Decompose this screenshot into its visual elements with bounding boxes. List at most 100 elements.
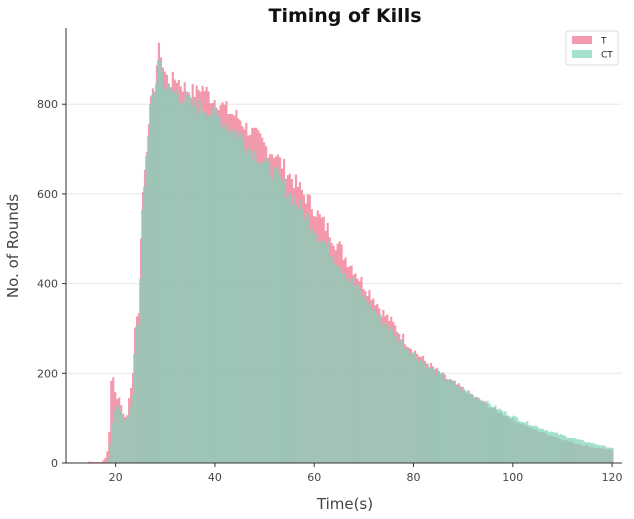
histogram-bar (526, 421, 529, 463)
histogram-bar (309, 230, 312, 463)
histogram-bar (117, 406, 120, 463)
histogram-bar (484, 404, 487, 463)
y-axis-label: No. of Rounds (4, 194, 22, 298)
histogram-bar (476, 398, 479, 463)
histogram-bar (119, 411, 122, 463)
histogram-bar (285, 197, 289, 464)
histogram-bar (194, 107, 197, 463)
histogram-bar (504, 411, 507, 463)
histogram-bar (432, 368, 436, 463)
histogram-bar (601, 445, 604, 463)
histogram-bar (303, 219, 306, 463)
histogram-bar (387, 329, 390, 463)
histogram-bar (416, 361, 420, 463)
histogram-bar (323, 242, 326, 463)
histogram-bar (599, 445, 602, 463)
histogram-bar (561, 435, 565, 463)
histogram-bar (577, 439, 581, 463)
histogram-bar (452, 381, 455, 463)
histogram-bar (355, 286, 358, 463)
histogram-bar (246, 153, 249, 463)
histogram-bar (557, 434, 561, 463)
histogram-bar (270, 175, 273, 463)
histogram-bar (90, 461, 93, 463)
histogram-bar (327, 240, 330, 463)
histogram-bar (170, 92, 173, 464)
histogram-bar (325, 244, 328, 463)
histogram-bar (420, 361, 424, 463)
histogram-bar (555, 432, 559, 463)
histogram-bar (575, 439, 579, 463)
x-tick-label: 80 (407, 471, 421, 484)
histogram-bar (244, 148, 247, 463)
histogram-bar (375, 313, 378, 463)
histogram-bar (220, 128, 223, 464)
histogram-bar (274, 167, 277, 463)
histogram-bar (224, 130, 227, 463)
histogram-bar (133, 353, 136, 463)
histogram-bar (522, 422, 525, 463)
histogram-bar (110, 380, 113, 463)
histogram-bar (311, 228, 314, 463)
histogram-bar (413, 352, 416, 463)
x-tick-label: 20 (109, 471, 123, 484)
histogram-bar (305, 212, 308, 463)
histogram-bar (208, 114, 211, 464)
histogram-bar (464, 390, 467, 463)
x-tick-label: 100 (502, 471, 523, 484)
histogram-bar (478, 400, 481, 463)
series-ct (103, 60, 614, 464)
histogram-bar (500, 409, 503, 463)
histogram-bar (454, 385, 457, 463)
histogram-bar (349, 281, 352, 463)
histogram-bar (287, 195, 291, 463)
axes (65, 28, 622, 464)
histogram-bar (238, 132, 241, 464)
histogram-bar (470, 393, 473, 463)
histogram-bar (571, 438, 575, 463)
histogram-bar (444, 380, 447, 463)
histogram-bar (480, 399, 483, 463)
histogram-bar (407, 350, 410, 463)
histogram-bar (109, 443, 112, 463)
histogram-bar (367, 305, 370, 463)
histogram-bar (107, 458, 110, 463)
legend-swatch-t (572, 36, 592, 44)
histogram-bar (542, 428, 545, 463)
histogram-bar (125, 418, 128, 463)
x-tick-label: 40 (208, 471, 222, 484)
histogram-bar (345, 279, 348, 463)
histogram-bar (113, 410, 116, 463)
histogram-bar (206, 118, 209, 463)
histogram-bar (466, 391, 469, 463)
histogram-bar (579, 439, 582, 463)
histogram-bar (121, 414, 124, 463)
histogram-bar (496, 409, 499, 463)
histogram-bar (438, 372, 442, 463)
histogram-bar (518, 420, 521, 463)
histogram-bar (603, 445, 606, 463)
histogram-bar (567, 437, 571, 463)
histogram-bar (313, 233, 316, 463)
histogram-bar (258, 164, 261, 463)
histogram-bar (202, 112, 205, 463)
histogram-bar (210, 116, 213, 463)
histogram-bar (148, 103, 152, 463)
histogram-bar (597, 445, 600, 463)
histogram-bar (232, 129, 235, 463)
histogram-bar (162, 88, 165, 463)
histogram-bar (532, 425, 535, 463)
histogram-bar (502, 412, 505, 463)
histogram-bar (607, 447, 610, 463)
histogram-bar (448, 378, 451, 463)
histogram-bar (546, 430, 549, 463)
histogram-bar (319, 241, 322, 463)
histogram-bar (174, 89, 177, 463)
histogram-bar (172, 91, 175, 463)
histogram-bar (214, 109, 217, 463)
histogram-bar (123, 420, 126, 463)
histogram-bar (446, 380, 449, 463)
histogram-bar (405, 347, 408, 463)
histogram-bar (254, 150, 257, 463)
histogram-bar (462, 388, 465, 463)
